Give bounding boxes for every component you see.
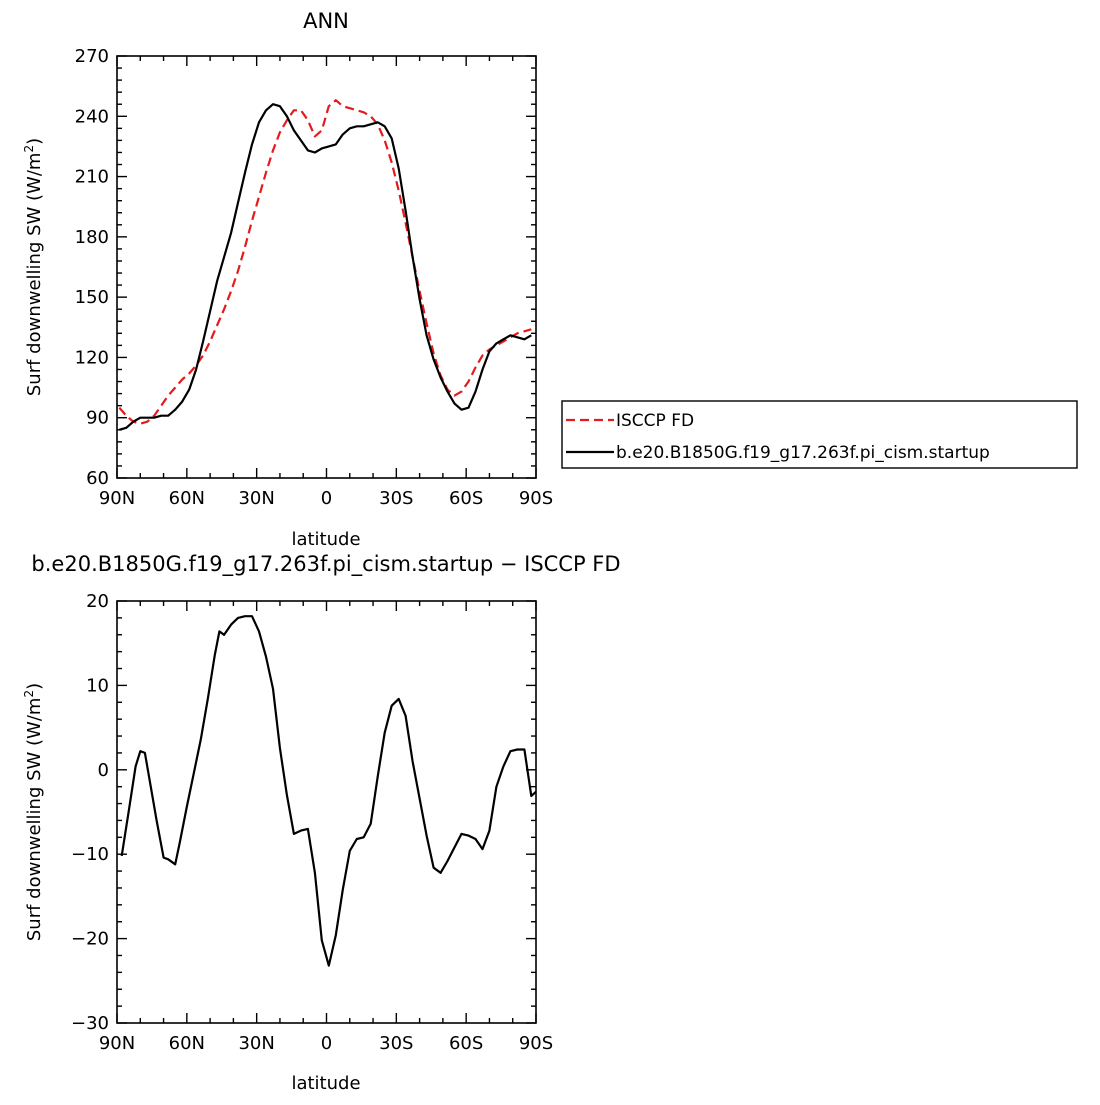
bottom-y-tick-label: 10 bbox=[86, 675, 109, 696]
top-y-axis-label: Surf downwelling SW (W/m2) bbox=[22, 138, 45, 396]
bottom-x-tick-label: 90N bbox=[99, 1033, 135, 1054]
top-x-tick-label: 90S bbox=[519, 488, 553, 509]
bottom-y-tick-label: 0 bbox=[98, 760, 109, 781]
top-y-tick-label: 90 bbox=[86, 408, 109, 429]
top-x-tick-label: 60S bbox=[449, 488, 483, 509]
bottom-chart-title: b.e20.B1850G.f19_g17.263f.pi_cism.startu… bbox=[31, 552, 620, 577]
top-y-tick-label: 150 bbox=[75, 287, 109, 308]
bottom-x-axis-label: latitude bbox=[291, 1073, 360, 1094]
top-x-tick-label: 60N bbox=[169, 488, 205, 509]
bottom-y-tick-label: −20 bbox=[71, 929, 109, 950]
legend-label-isccp: ISCCP FD bbox=[616, 411, 694, 431]
top-x-axis-label: latitude bbox=[291, 529, 360, 550]
bottom-x-tick-label: 60N bbox=[169, 1033, 205, 1054]
top-y-tick-label: 60 bbox=[86, 468, 109, 489]
bottom-x-tick-label: 0 bbox=[321, 1033, 332, 1054]
bottom-panel: b.e20.B1850G.f19_g17.263f.pi_cism.startu… bbox=[22, 552, 621, 1094]
bottom-y-tick-label: −10 bbox=[71, 844, 109, 865]
bottom-x-tick-label: 30S bbox=[379, 1033, 413, 1054]
top-y-tick-label: 180 bbox=[75, 227, 109, 248]
top-series-lines bbox=[118, 99, 532, 431]
bottom-series-line-0 bbox=[120, 615, 537, 967]
bottom-y-axis-label: Surf downwelling SW (W/m2) bbox=[22, 683, 45, 941]
top-x-tick-label: 30N bbox=[238, 488, 274, 509]
top-y-tick-label: 270 bbox=[75, 46, 109, 67]
top-axis-ticks: 90N 60N 30N 0 30S 60S 90S 60 90 120 150 180 210 240 27… bbox=[75, 46, 554, 509]
legend-label-model: b.e20.B1850G.f19_g17.263f.pi_cism.startu… bbox=[616, 443, 990, 463]
top-series-line-0 bbox=[118, 99, 532, 425]
top-plot-frame bbox=[116, 55, 537, 479]
top-x-tick-label: 30S bbox=[379, 488, 413, 509]
top-x-tick-label: 90N bbox=[99, 488, 135, 509]
top-chart-title: ANN bbox=[303, 9, 349, 33]
top-series-line-1 bbox=[118, 103, 532, 431]
bottom-x-tick-label: 60S bbox=[449, 1033, 483, 1054]
top-x-tick-label: 0 bbox=[321, 488, 332, 509]
bottom-y-tick-label: 20 bbox=[86, 591, 109, 612]
bottom-axis-ticks: 90N 60N 30N 0 30S 60S 90S −30 −20 −10 0 10 20 bbox=[71, 591, 553, 1054]
top-panel: ANN 90N 60N 30N 0 30S 60S 90S 60 90 120 150 180 210 2… bbox=[22, 9, 553, 550]
top-y-tick-label: 240 bbox=[75, 106, 109, 127]
bottom-y-tick-label: −30 bbox=[71, 1013, 109, 1034]
legend: ISCCP FD b.e20.B1850G.f19_g17.263f.pi_ci… bbox=[561, 400, 1078, 469]
bottom-x-tick-label: 30N bbox=[238, 1033, 274, 1054]
top-y-tick-label: 120 bbox=[75, 347, 109, 368]
bottom-x-tick-label: 90S bbox=[519, 1033, 553, 1054]
legend-box bbox=[561, 400, 1078, 469]
top-y-tick-label: 210 bbox=[75, 167, 109, 188]
bottom-series-lines bbox=[120, 615, 537, 967]
